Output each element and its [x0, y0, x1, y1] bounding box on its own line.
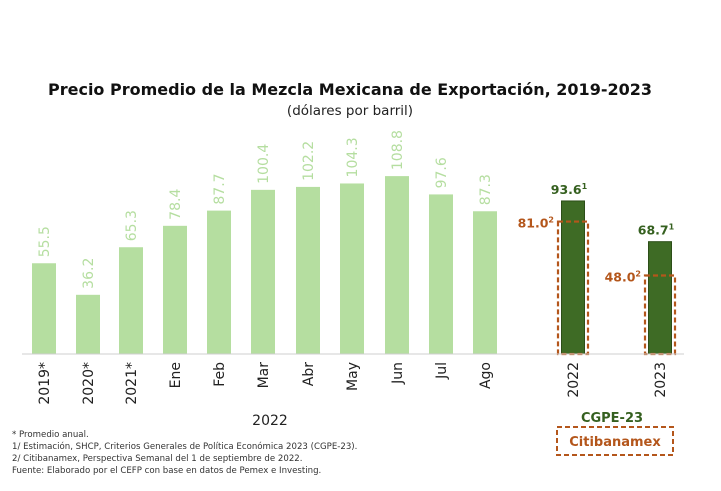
- x-tick-label-2022: 2022: [566, 362, 582, 398]
- bar-feb: [207, 210, 231, 354]
- data-label-abr: 102.2: [301, 141, 317, 181]
- bars-layer: [32, 176, 677, 356]
- data-label-jul: 97.6: [434, 157, 450, 188]
- x-tick-label-jul: Jul: [434, 362, 450, 380]
- x-tick-label-2020: 2020*: [81, 362, 97, 405]
- legend-cgpe: CGPE-23: [581, 411, 643, 426]
- data-label-cgpe-2022: 93.61: [551, 182, 588, 197]
- data-label-ene: 78.4: [168, 189, 184, 220]
- data-label-jun: 108.8: [390, 130, 406, 170]
- footnotes: * Promedio anual. 1/ Estimación, SHCP, C…: [12, 430, 357, 476]
- bar-ago: [473, 211, 497, 354]
- data-label-2020: 36.2: [81, 258, 97, 289]
- data-label-2019: 55.5: [37, 226, 53, 257]
- data-label-citi-2022: 81.02: [518, 216, 554, 231]
- data-label-2021: 65.3: [124, 210, 140, 241]
- bar-2020: [76, 294, 100, 354]
- group-label-2022: 2022: [252, 413, 288, 429]
- legend: CGPE-23 Citibanamex: [556, 411, 674, 456]
- x-tick-label-jun: Jun: [390, 362, 406, 385]
- data-label-ago: 87.3: [478, 174, 494, 205]
- footnote-4: Fuente: Elaborado por el CEFP con base e…: [12, 466, 321, 476]
- x-tick-label-abr: Abr: [301, 362, 317, 386]
- x-tick-label-may: May: [345, 362, 361, 391]
- bar-cgpe-2023: [648, 241, 672, 355]
- x-tick-label-ago: Ago: [478, 362, 494, 389]
- x-tick-label-ene: Ene: [168, 362, 184, 388]
- x-tick-label-2023: 2023: [653, 362, 669, 398]
- chart-subtitle: (dólares por barril): [287, 103, 413, 119]
- bar-2019: [32, 263, 56, 354]
- x-tick-label-2019: 2019*: [37, 362, 53, 405]
- data-label-feb: 87.7: [212, 173, 228, 204]
- x-tick-label-feb: Feb: [212, 362, 228, 387]
- x-tick-label-mar: Mar: [256, 362, 272, 389]
- labels-layer: 2019* 55.5 2020* 36.2 2021* 65.3 Ene 78.4 Feb 87.…: [37, 130, 675, 405]
- legend-citi-box: [556, 426, 674, 456]
- footnote-2: 1/ Estimación, SHCP, Criterios Generales…: [12, 441, 357, 452]
- chart-title: Precio Promedio de la Mezcla Mexicana de…: [48, 80, 652, 99]
- footnote-3: 2/ Citibanamex, Perspectiva Semanal del …: [12, 454, 303, 464]
- bar-may: [340, 183, 364, 354]
- bar-abr: [296, 186, 320, 354]
- bar-ene: [163, 225, 187, 354]
- data-label-may: 104.3: [345, 137, 361, 177]
- bar-cgpe-2022: [561, 200, 585, 355]
- footnote-1: * Promedio anual.: [12, 430, 89, 440]
- legend-citi: Citibanamex: [569, 435, 661, 450]
- data-label-mar: 100.4: [256, 144, 272, 184]
- bar-jun: [385, 176, 409, 354]
- bar-mar: [251, 189, 275, 354]
- data-label-citi-2023: 48.02: [605, 270, 641, 285]
- x-tick-label-2021: 2021*: [124, 362, 140, 405]
- bar-jul: [429, 194, 453, 354]
- data-label-cgpe-2023: 68.71: [638, 223, 675, 238]
- bar-2021: [119, 247, 143, 354]
